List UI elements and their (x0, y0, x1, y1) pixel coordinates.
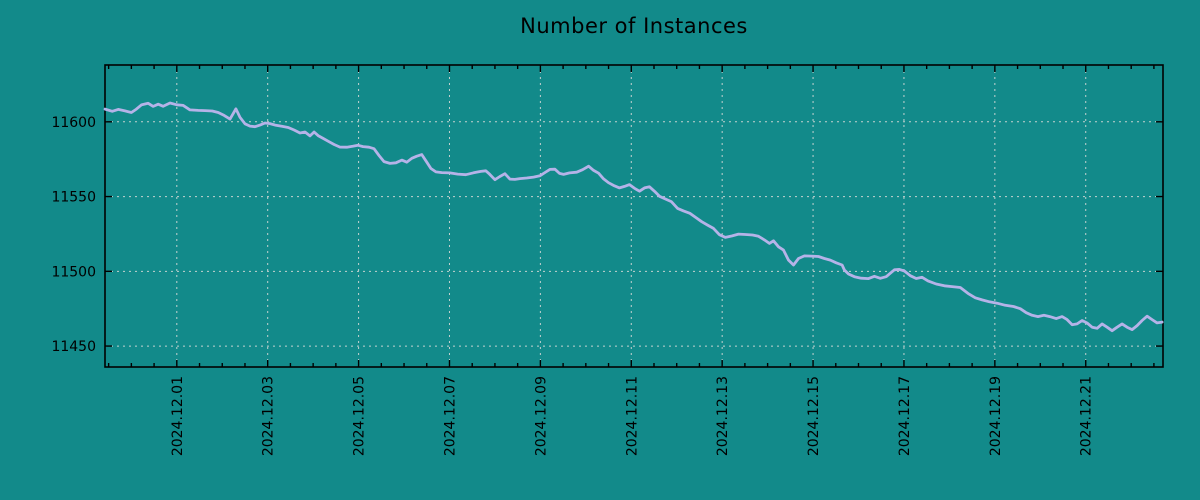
x-tick-label: 2024.12.17 (897, 376, 913, 456)
x-tick-label: 2024.12.11 (624, 376, 640, 456)
x-tick-labels: 2024.12.01 2024.12.03 2024.12.05 2024.12.07… (170, 376, 1095, 456)
plot-border (104, 64, 1164, 368)
x-tick-label: 2024.12.09 (533, 376, 549, 456)
x-tick-label: 2024.12.21 (1079, 376, 1095, 456)
gridlines (105, 65, 1163, 367)
y-tick-labels: 11450 11500 11550 11600 (51, 115, 96, 355)
x-tick-label: 2024.12.05 (352, 376, 368, 456)
x-tick-label: 2024.12.19 (988, 376, 1004, 456)
x-tick-label: 2024.12.15 (806, 376, 822, 456)
series-line-instances (103, 101, 1164, 333)
x-tick-label: 2024.12.13 (715, 376, 731, 456)
chart-title: Number of Instances (520, 14, 748, 38)
x-tick-label: 2024.12.07 (442, 376, 458, 456)
axis-ticks (105, 65, 1163, 367)
y-tick-label: 11500 (51, 264, 96, 280)
x-tick-label: 2024.12.03 (261, 376, 277, 456)
y-tick-label: 11450 (51, 339, 96, 355)
y-tick-label: 11550 (51, 190, 96, 206)
x-tick-label: 2024.12.01 (170, 376, 186, 456)
y-tick-label: 11600 (51, 115, 96, 131)
